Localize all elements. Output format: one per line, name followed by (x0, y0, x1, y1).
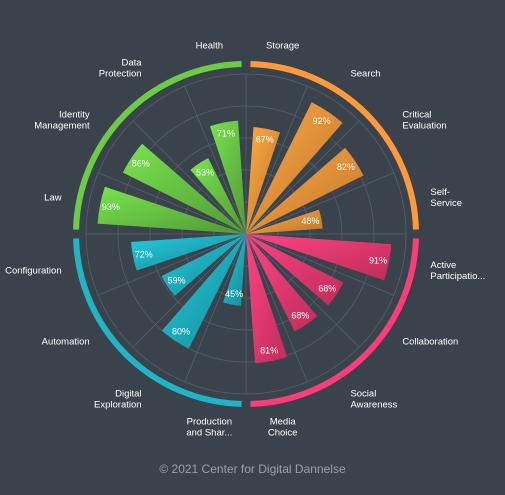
grid-spoke (132, 233, 247, 348)
category-label: Storage (266, 41, 299, 52)
value-label: 48% (302, 216, 320, 226)
grid-spoke (132, 120, 247, 235)
category-label: Collaboration (402, 336, 458, 347)
bar[interactable] (246, 147, 364, 234)
bar[interactable] (246, 234, 318, 332)
grid-spoke (245, 172, 394, 235)
category-label: Health (196, 41, 223, 52)
value-label: 81% (260, 345, 278, 355)
bar[interactable] (246, 234, 288, 364)
bar[interactable] (97, 186, 246, 234)
group-ring (73, 238, 242, 407)
category-label: Production and Shar... (186, 416, 232, 438)
value-label: 86% (132, 159, 150, 169)
category-label: Automation (42, 336, 90, 347)
bar[interactable] (223, 234, 246, 306)
category-label: Social Awareness (350, 388, 397, 410)
bar[interactable] (209, 120, 246, 234)
grid-spoke (245, 233, 308, 382)
value-label: 59% (168, 275, 186, 285)
group-rings (73, 61, 419, 407)
value-label: 72% (135, 249, 153, 259)
grid-spoke (98, 172, 247, 235)
category-label: Media Choice (268, 416, 298, 438)
value-label: 91% (369, 255, 387, 265)
bars (97, 102, 392, 364)
value-label: 92% (313, 116, 331, 126)
group-ring (73, 61, 242, 230)
category-label: Self-Service (430, 187, 462, 209)
bar[interactable] (246, 209, 323, 234)
group-ring (250, 238, 419, 407)
grid (85, 73, 407, 395)
value-label: 45% (225, 289, 243, 299)
category-label: Active Participatio... (430, 260, 485, 282)
category-label: Law (44, 192, 62, 203)
category-label: Critical Evaluation (402, 110, 446, 132)
grid-spoke (245, 233, 360, 348)
grid-spoke (98, 233, 247, 296)
value-label: 68% (291, 310, 309, 320)
value-label: 93% (102, 202, 120, 212)
bar[interactable] (161, 234, 246, 296)
value-labels: 67% 92% 82% 48% 91% 68% 68% 81% 45% 80% 59% 72% 93% 8… (102, 116, 387, 356)
copyright-text: 2021 Center for Digital Dannelse (171, 462, 346, 476)
category-label: Search (350, 69, 380, 80)
bar[interactable] (246, 234, 392, 281)
value-label: 67% (256, 135, 274, 145)
bar[interactable] (131, 234, 246, 271)
bar[interactable] (246, 234, 344, 306)
value-label: 80% (172, 326, 190, 336)
category-label: Data Protection (99, 58, 142, 80)
category-label: Configuration (5, 266, 62, 277)
bar[interactable] (162, 234, 246, 349)
bar[interactable] (190, 158, 246, 234)
value-label: 68% (318, 283, 336, 293)
value-label: 71% (217, 128, 235, 138)
bar[interactable] (122, 143, 246, 234)
value-label: 53% (196, 168, 214, 178)
group-ring (250, 61, 419, 230)
grid-spoke (245, 86, 308, 235)
category-label: Digital Exploration (94, 388, 142, 410)
grid-spoke (184, 233, 247, 382)
copyright-icon: © (159, 462, 169, 476)
grid-spoke (184, 86, 247, 235)
grid-spoke (245, 120, 360, 235)
value-label: 82% (337, 162, 355, 172)
copyright-footer: © 2021 Center for Digital Dannelse (0, 462, 505, 476)
category-label: Identity Management (34, 110, 90, 132)
bar[interactable] (246, 127, 281, 234)
bar[interactable] (246, 102, 343, 235)
grid-spoke (245, 233, 394, 296)
category-labels: Storage Search Critical Evaluation Self-Serv… (5, 41, 485, 439)
